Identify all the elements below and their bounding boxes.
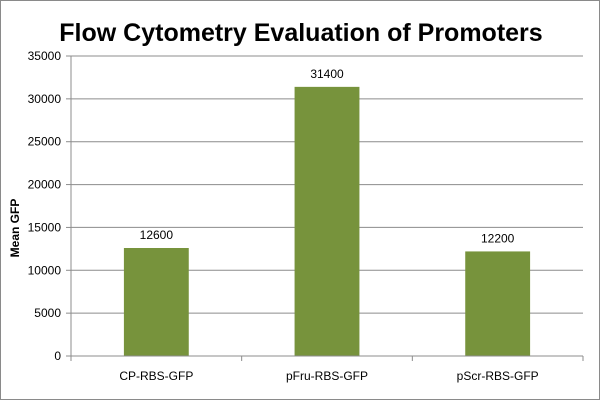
y-tick-label: 0 — [54, 349, 61, 363]
x-tick-label: pFru-RBS-GFP — [286, 369, 368, 383]
y-tick-label: 30000 — [28, 92, 62, 106]
y-tick-label: 10000 — [28, 263, 62, 277]
data-label: 12600 — [140, 228, 174, 242]
y-tick-label: 35000 — [28, 49, 62, 63]
data-label: 31400 — [310, 67, 344, 81]
x-tick-label: pScr-RBS-GFP — [457, 369, 539, 383]
data-label: 12200 — [481, 231, 515, 245]
data-labels: 12600 31400 12200 — [140, 67, 515, 246]
y-axis-ticks: 0 5000 10000 15000 20000 25000 30000 35000 — [28, 49, 71, 363]
y-axis-label: Mean GFP — [8, 199, 22, 258]
bars — [123, 86, 531, 356]
y-tick-label: 15000 — [28, 220, 62, 234]
y-tick-label: 20000 — [28, 178, 62, 192]
bar — [123, 248, 189, 356]
x-axis-ticks: CP-RBS-GFP pFru-RBS-GFP pScr-RBS-GFP — [70, 356, 584, 383]
y-tick-label: 25000 — [28, 135, 62, 149]
x-tick-label: CP-RBS-GFP — [119, 369, 193, 383]
y-tick-label: 5000 — [34, 306, 61, 320]
bar — [294, 86, 360, 356]
chart-title: Flow Cytometry Evaluation of Promoters — [59, 19, 542, 47]
bar — [465, 251, 531, 356]
